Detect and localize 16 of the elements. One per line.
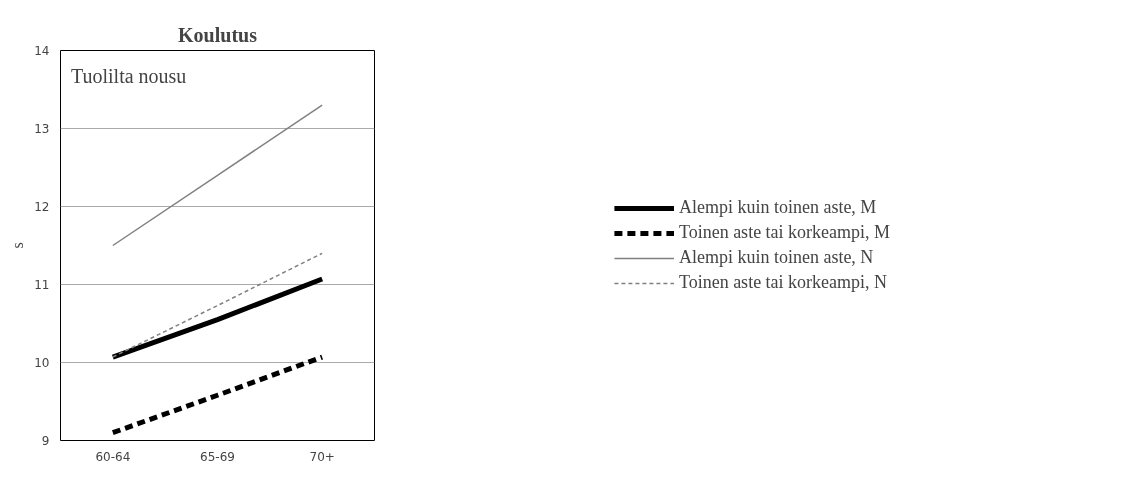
- legend-label: Alempi kuin toinen aste, M: [678, 197, 877, 218]
- y-tick-label: 10: [34, 356, 50, 370]
- x-tick-label: 60-64: [95, 449, 131, 464]
- legend-label: Toinen aste tai korkeampi, M: [678, 222, 891, 243]
- y-tick-label: 14: [34, 44, 50, 58]
- y-tick-label: 13: [34, 122, 50, 136]
- x-tick-label: 70+: [309, 449, 335, 464]
- y-axis-title: s: [9, 242, 27, 249]
- legend-label: Alempi kuin toinen aste, N: [678, 247, 874, 268]
- x-tick-label: 65-69: [200, 449, 235, 464]
- y-tick-label: 9: [41, 434, 50, 448]
- y-tick-label: 11: [34, 278, 50, 292]
- legend-label: Toinen aste tai korkeampi, N: [678, 272, 888, 293]
- y-tick-label: 12: [34, 200, 50, 214]
- chart-title: Koulutus: [178, 23, 258, 46]
- annotation: Tuolilta nousu: [70, 64, 187, 87]
